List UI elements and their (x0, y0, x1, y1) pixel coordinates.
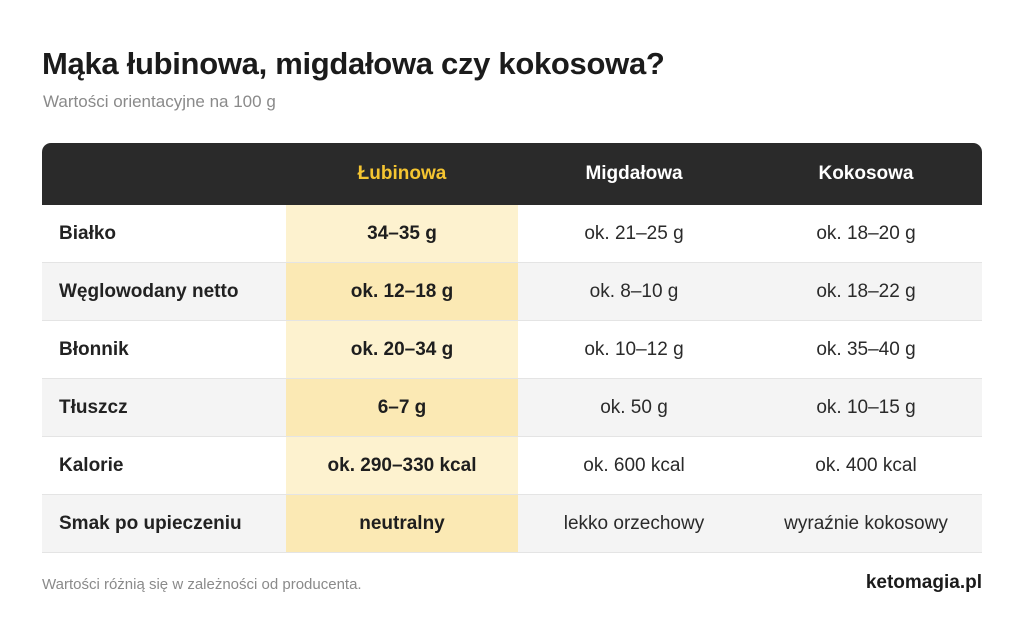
value-migdalowa: ok. 21–25 g (584, 222, 684, 244)
value-lubinowa: ok. 12–18 g (286, 263, 518, 320)
table-row: Kalorie ok. 290–330 kcal ok. 600 kcal ok… (42, 437, 982, 495)
comparison-table: Łubinowa Migdałowa Kokosowa Białko 34–35… (42, 143, 982, 553)
value-migdalowa: ok. 8–10 g (589, 280, 679, 302)
value-lubinowa: 34–35 g (286, 205, 518, 262)
value-kokosowa: ok. 18–22 g (816, 280, 916, 302)
value-lubinowa: ok. 290–330 kcal (286, 437, 518, 494)
value-kokosowa: ok. 18–20 g (816, 222, 916, 244)
value-migdalowa: ok. 10–12 g (584, 338, 684, 360)
brand-logo-text: ketomagia.pl (865, 572, 982, 593)
value-kokosowa: ok. 35–40 g (816, 338, 916, 360)
table-header: Łubinowa Migdałowa Kokosowa (42, 143, 982, 205)
row-label: Błonnik (59, 338, 129, 360)
row-label: Węglowodany netto (59, 280, 239, 302)
footnote: Wartości różnią się w zależności od prod… (42, 576, 362, 593)
value-kokosowa: wyraźnie kokosowy (784, 512, 948, 534)
table-row: Tłuszcz 6–7 g ok. 50 g ok. 10–15 g (42, 379, 982, 437)
table-row: Węglowodany netto ok. 12–18 g ok. 8–10 g… (42, 263, 982, 321)
value-lubinowa: 6–7 g (286, 379, 518, 436)
row-label: Tłuszcz (59, 396, 128, 418)
header-cell-kokosowa: Kokosowa (818, 163, 914, 184)
page-title: Mąka łubinowa, migdałowa czy kokosowa? (42, 46, 665, 81)
value-migdalowa: ok. 50 g (600, 396, 668, 418)
value-migdalowa: ok. 600 kcal (583, 454, 685, 476)
value-migdalowa: lekko orzechowy (563, 512, 705, 534)
value-kokosowa: ok. 400 kcal (815, 454, 917, 476)
page-subtitle: Wartości orientacyjne na 100 g (43, 92, 276, 111)
table-row: Białko 34–35 g ok. 21–25 g ok. 18–20 g (42, 205, 982, 263)
header-cell-empty (42, 143, 286, 205)
row-label: Smak po upieczeniu (59, 512, 242, 534)
row-label: Kalorie (59, 454, 124, 476)
row-label: Białko (59, 222, 117, 244)
header-cell-migdalowa: Migdałowa (585, 163, 683, 184)
table-row: Smak po upieczeniu neutralny lekko orzec… (42, 495, 982, 553)
value-lubinowa: ok. 20–34 g (286, 321, 518, 378)
value-lubinowa: neutralny (286, 495, 518, 552)
table-row: Błonnik ok. 20–34 g ok. 10–12 g ok. 35–4… (42, 321, 982, 379)
header-cell-lubinowa: Łubinowa (357, 163, 447, 184)
value-kokosowa: ok. 10–15 g (816, 396, 916, 418)
